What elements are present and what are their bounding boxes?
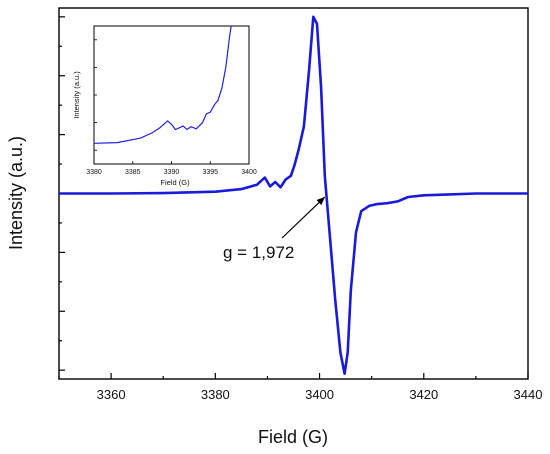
x-tick-label: 3360 [97,387,126,402]
inset-x-tick-label: 3385 [125,169,141,176]
epr-signal-line [59,15,528,375]
inset-background [94,26,249,164]
x-axis-label: Field (G) [258,427,328,447]
inset-x-tick-label: 3380 [86,169,102,176]
g-value-annotation: g = 1,972 [223,243,294,262]
inset-series-layer [93,25,232,144]
inset-plot: 3380 3385 3390 3395 3400 Field (G) Intensity… [72,25,257,187]
inset-signal-line [93,25,232,144]
x-tick-label: 3420 [409,387,438,402]
inset-x-tick-label: 3390 [164,169,180,176]
main-plot: 3360 3380 3400 3420 3440 Field (G) Intensity… [6,7,543,447]
inset-x-axis: 3380 3385 3390 3395 3400 [86,39,257,176]
inset-x-tick-label: 3400 [241,169,257,176]
main-series-layer [59,15,528,375]
annotation-layer: g = 1,972 [223,196,326,262]
x-tick-label: 3380 [201,387,230,402]
g-value-arrow [281,196,326,239]
g-value-arrowhead [316,197,325,206]
inset-x-axis-label: Field (G) [160,178,190,187]
x-tick-label: 3440 [514,387,543,402]
x-tick-label: 3400 [305,387,334,402]
y-axis-label: Intensity (a.u.) [6,136,26,250]
main-x-axis: 3360 3380 3400 3420 3440 [58,373,543,402]
inset-x-tick-label: 3395 [202,169,218,176]
inset-y-axis-label: Intensity (a.u.) [72,71,81,119]
